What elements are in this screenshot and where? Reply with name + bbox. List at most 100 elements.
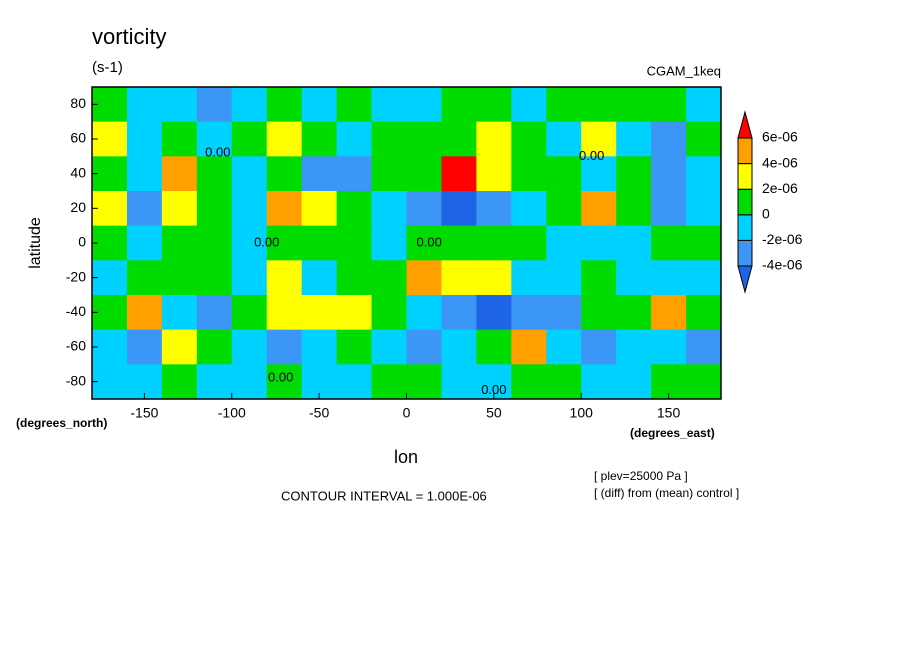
contour-cell bbox=[581, 191, 617, 227]
contour-cell bbox=[406, 121, 442, 157]
contour-cell bbox=[546, 156, 582, 192]
contour-cell bbox=[581, 225, 617, 261]
contour-cell bbox=[686, 191, 722, 227]
contour-cell bbox=[266, 191, 303, 227]
contour-cell bbox=[581, 87, 617, 123]
contour-cell bbox=[126, 329, 163, 365]
y-tick-label: 20 bbox=[70, 199, 86, 215]
contour-cell bbox=[406, 191, 442, 227]
contour-cell bbox=[301, 87, 338, 123]
note: [ (diff) from (mean) control ] bbox=[594, 486, 739, 500]
contour-cell bbox=[126, 87, 163, 123]
contour-cell bbox=[406, 260, 442, 296]
contour-cell bbox=[616, 87, 652, 123]
contour-cell bbox=[616, 329, 652, 365]
contour-cell bbox=[196, 225, 233, 261]
colorbar-box bbox=[737, 214, 753, 241]
contour-cell bbox=[196, 295, 233, 331]
contour-cell bbox=[406, 295, 442, 331]
contour-cell bbox=[441, 225, 477, 261]
x-tick-label: -50 bbox=[309, 405, 329, 421]
contour-cell bbox=[476, 295, 512, 331]
contour-cell bbox=[581, 121, 617, 157]
x-tick-label: 50 bbox=[486, 405, 502, 421]
contour-cell bbox=[126, 225, 163, 261]
contour-cell bbox=[231, 191, 268, 227]
run-label: CGAM_1keq bbox=[647, 63, 721, 78]
contour-cell bbox=[476, 191, 512, 227]
contour-cell bbox=[546, 295, 582, 331]
contour-cell bbox=[546, 191, 582, 227]
colorbar-label: 0 bbox=[762, 206, 770, 222]
contour-cell bbox=[301, 329, 338, 365]
contour-cell bbox=[441, 156, 477, 192]
y-tick-label: -80 bbox=[66, 372, 86, 388]
contour-cell bbox=[546, 87, 582, 123]
contour-cell bbox=[231, 295, 268, 331]
contour-cell bbox=[511, 329, 547, 365]
contour-cell bbox=[581, 260, 617, 296]
contour-cell bbox=[406, 329, 442, 365]
contour-cell bbox=[511, 121, 547, 157]
contour-label: 0.00 bbox=[205, 144, 230, 159]
contour-cell bbox=[441, 364, 477, 400]
contour-cell bbox=[126, 156, 163, 192]
contour-cell bbox=[476, 87, 512, 123]
x-tick-label: 150 bbox=[657, 405, 681, 421]
contour-cell bbox=[196, 156, 233, 192]
contour-cell bbox=[336, 191, 373, 227]
chart-subtitle: (s-1) bbox=[92, 59, 123, 76]
contour-cell bbox=[651, 121, 687, 157]
contour-cell bbox=[476, 121, 512, 157]
contour-cell bbox=[546, 364, 582, 400]
contour-cell bbox=[196, 191, 233, 227]
x-axis-label: lon bbox=[394, 447, 418, 467]
contour-cell bbox=[441, 260, 477, 296]
contour-cell bbox=[651, 260, 687, 296]
contour-cell bbox=[476, 329, 512, 365]
contour-cell bbox=[581, 329, 617, 365]
contour-cell bbox=[231, 87, 268, 123]
chart-title: vorticity bbox=[92, 24, 167, 49]
contour-cell bbox=[161, 329, 198, 365]
contour-cell bbox=[616, 121, 652, 157]
y-units: (degrees_north) bbox=[16, 416, 107, 430]
contour-cell bbox=[686, 364, 722, 400]
contour-cell bbox=[581, 295, 617, 331]
contour-cell bbox=[161, 295, 198, 331]
contour-cell bbox=[371, 191, 407, 227]
contour-cell bbox=[336, 121, 373, 157]
y-tick-label: 80 bbox=[70, 95, 86, 111]
contour-cell bbox=[336, 295, 373, 331]
contour-cell bbox=[231, 121, 268, 157]
contour-cell bbox=[161, 364, 198, 400]
contour-label: 0.00 bbox=[254, 234, 279, 249]
contour-cell bbox=[511, 295, 547, 331]
contour-cell bbox=[441, 87, 477, 123]
contour-cell bbox=[161, 191, 198, 227]
colorbar-cap bbox=[737, 265, 753, 294]
contour-cell bbox=[266, 329, 303, 365]
colorbar-box bbox=[737, 239, 753, 267]
x-units: (degrees_east) bbox=[630, 426, 715, 440]
contour-cell bbox=[196, 260, 233, 296]
contour-cell bbox=[441, 329, 477, 365]
footer: CONTOUR INTERVAL = 1.000E-06 bbox=[281, 488, 487, 503]
contour-label: 0.00 bbox=[268, 370, 293, 385]
y-tick-label: 40 bbox=[70, 164, 86, 180]
contour-cell bbox=[686, 156, 722, 192]
contour-cell bbox=[336, 364, 373, 400]
contour-cell bbox=[196, 87, 233, 123]
contour-cell bbox=[651, 295, 687, 331]
contour-label: 0.00 bbox=[481, 382, 506, 397]
y-tick-label: -40 bbox=[66, 303, 86, 319]
contour-cell bbox=[301, 121, 338, 157]
contour-cell bbox=[301, 260, 338, 296]
contour-cell bbox=[266, 295, 303, 331]
contour-cell bbox=[686, 260, 722, 296]
contour-cell bbox=[651, 329, 687, 365]
colorbar-label: 2e-06 bbox=[762, 180, 798, 196]
contour-cell bbox=[616, 295, 652, 331]
colorbar-box bbox=[737, 188, 753, 216]
